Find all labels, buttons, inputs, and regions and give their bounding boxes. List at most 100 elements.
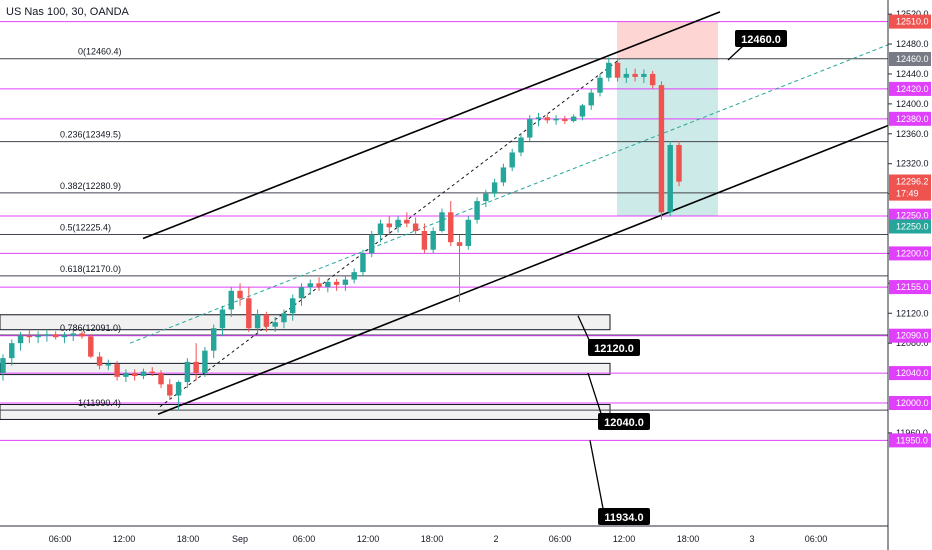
candle-body xyxy=(263,314,270,327)
candle-body xyxy=(289,298,296,314)
candle xyxy=(404,212,410,228)
candle-body xyxy=(219,309,226,329)
price-label-bg xyxy=(889,208,931,223)
price-label-text: 12040.0 xyxy=(896,368,929,378)
fib-label: 0(12460.4) xyxy=(78,47,122,57)
price-label-text: 12420.0 xyxy=(896,84,929,94)
candle-body xyxy=(342,279,349,285)
candle-body xyxy=(79,333,85,337)
callout-label: 12120.0 xyxy=(594,343,634,355)
candle-body xyxy=(474,201,480,220)
candle-body xyxy=(377,223,384,235)
candle xyxy=(351,268,357,284)
candle-body xyxy=(395,219,401,228)
price-callout: 12040.0 xyxy=(587,372,650,430)
candle xyxy=(395,216,401,233)
candle xyxy=(298,283,305,306)
candle xyxy=(254,309,261,336)
price-axis[interactable]: 12520.0 12480.0 12440.0 12400.0 12360.0 12320… xyxy=(888,9,931,448)
range-box xyxy=(0,403,611,420)
candle-body xyxy=(210,328,217,351)
price-callout: 12460.0 xyxy=(727,30,787,61)
y-tick-label: 12440.0 xyxy=(896,69,929,79)
fib-trend-line xyxy=(159,58,621,408)
candle xyxy=(44,329,50,342)
candle xyxy=(193,343,199,381)
candle xyxy=(26,329,33,344)
x-tick-label: 2 xyxy=(493,534,498,544)
candle xyxy=(597,73,603,97)
candle-body xyxy=(527,118,533,138)
candle xyxy=(535,112,542,127)
price-label-bg xyxy=(889,81,931,96)
callout-box xyxy=(598,508,650,525)
price-label-bg xyxy=(889,433,931,448)
candle xyxy=(61,331,68,344)
candle-body xyxy=(491,182,498,194)
candle-body xyxy=(307,283,313,288)
candle-body xyxy=(9,343,15,359)
candle-body xyxy=(333,281,340,285)
candle xyxy=(149,367,155,377)
x-tick-label: 18:00 xyxy=(177,534,200,544)
candle-body xyxy=(606,62,612,78)
candle xyxy=(0,354,6,381)
price-label-bg xyxy=(889,174,931,189)
candle xyxy=(456,234,463,303)
candle-body xyxy=(272,322,278,327)
candle-body xyxy=(570,116,577,122)
candle-body xyxy=(237,290,243,299)
candle-body xyxy=(658,85,665,213)
candle-body xyxy=(500,167,507,183)
y-tick-label: 12400.0 xyxy=(896,99,929,109)
candle-body xyxy=(325,281,331,288)
candles xyxy=(0,57,682,411)
price-axis-label: 12040.0 xyxy=(889,366,931,381)
candle xyxy=(632,68,638,82)
candle xyxy=(246,287,252,332)
candle xyxy=(228,287,234,317)
candle-body xyxy=(448,212,454,243)
candle xyxy=(105,359,112,371)
price-label-bg xyxy=(889,366,931,381)
price-label-text: 11950.0 xyxy=(896,435,928,445)
candle xyxy=(658,81,665,220)
price-callout: 11934.0 xyxy=(589,440,650,525)
callout-label: 11934.0 xyxy=(604,512,643,524)
price-axis-label: 12250.0 xyxy=(889,219,931,234)
candle-body xyxy=(553,118,559,121)
candle-body xyxy=(105,364,112,366)
candle-body xyxy=(667,145,673,213)
candle xyxy=(167,379,173,400)
candle-body xyxy=(509,152,515,168)
price-label-text: 12200.0 xyxy=(896,248,929,258)
candle-body xyxy=(167,384,173,396)
candle xyxy=(210,324,217,359)
candle-body xyxy=(114,364,120,377)
candle xyxy=(131,369,138,381)
candle-body xyxy=(412,223,419,231)
price-axis-label: 17:49 xyxy=(889,186,931,201)
candle-body xyxy=(123,373,129,377)
y-tick-label: 12520.0 xyxy=(896,9,929,19)
price-label-bg xyxy=(889,280,931,295)
price-label-bg xyxy=(889,396,931,410)
candle-body xyxy=(676,145,682,182)
price-label-bg xyxy=(889,246,931,261)
candle-body xyxy=(641,73,647,77)
candle xyxy=(325,279,331,293)
candle-body xyxy=(588,92,594,106)
candle-body xyxy=(44,334,50,336)
candle-body xyxy=(61,335,68,338)
time-axis[interactable]: 06:00 12:00 18:00 Sep 06:00 12:00 18:00 2 06:00 1… xyxy=(0,525,888,544)
channel-lower-line xyxy=(157,124,889,415)
candle xyxy=(263,311,270,332)
x-tick-label: 06:00 xyxy=(549,534,572,544)
fib-label: 0.618(12170.0) xyxy=(60,264,121,274)
candle-body xyxy=(439,212,445,231)
y-tick-label: 12080.0 xyxy=(896,338,929,348)
candle-body xyxy=(254,314,261,329)
candle xyxy=(35,331,41,344)
price-axis-label: 12420.0 xyxy=(889,81,931,96)
